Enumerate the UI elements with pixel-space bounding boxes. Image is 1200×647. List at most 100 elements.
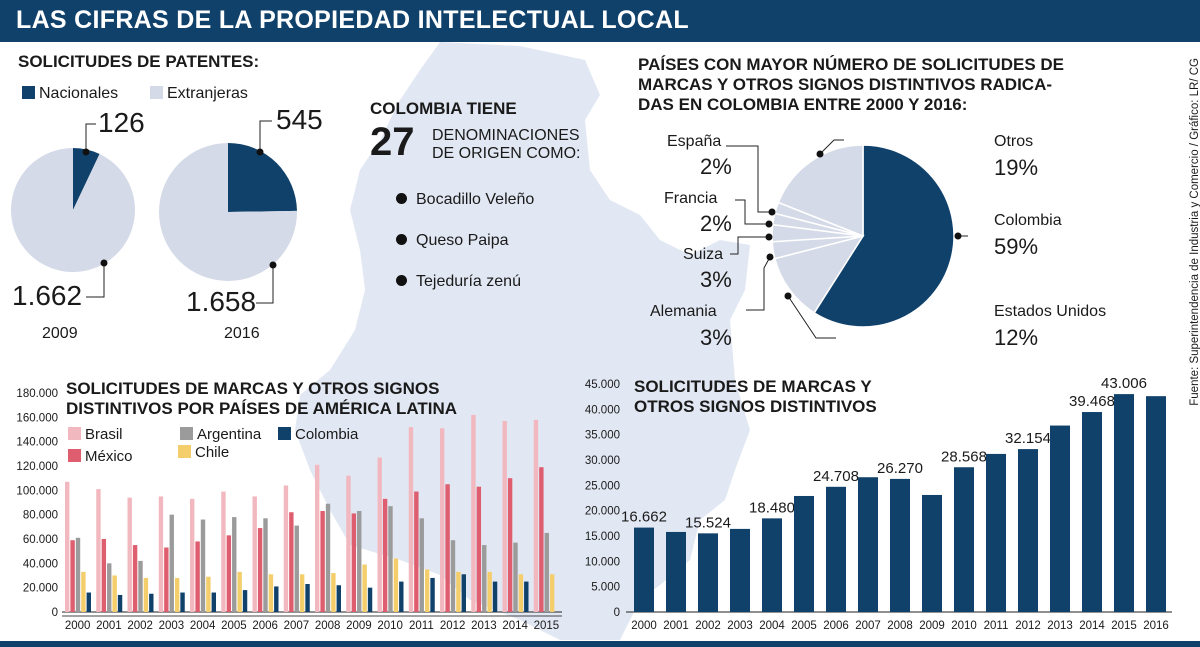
dot-2009-extranjeras — [100, 259, 108, 267]
bar-2016 — [1146, 396, 1166, 612]
bar-argentina — [232, 517, 237, 612]
x-tick-label: 2009 — [919, 620, 945, 632]
dot-francia — [765, 220, 773, 228]
leader-alemania — [746, 256, 771, 311]
pie-slice-nacionales — [228, 143, 297, 212]
latam-legend-chile: Chile — [178, 444, 229, 461]
bar-argentina — [544, 532, 549, 612]
y-tick-label: 30.000 — [585, 455, 620, 467]
bar-brasil — [96, 489, 101, 612]
origen-number: 27 — [370, 120, 415, 164]
latam-legend-brasil: Brasil — [68, 426, 123, 443]
y-tick-label: 0 — [614, 607, 620, 619]
pie-slice-otros — [777, 144, 864, 238]
bar-2007 — [858, 477, 878, 612]
paises-pct-suiza: 3% — [700, 267, 732, 292]
bar-méxico — [445, 484, 450, 612]
bar-2002 — [698, 533, 718, 612]
data-label: 18.480 — [749, 499, 795, 516]
bar-chile — [299, 574, 305, 612]
paises-pct-francia: 2% — [700, 211, 732, 236]
paises-label-colombia: Colombia — [994, 212, 1062, 229]
dot-suiza — [765, 233, 773, 241]
x-tick-label: 2006 — [823, 620, 849, 632]
bar-méxico — [351, 513, 357, 612]
y-tick-label: 100.000 — [16, 485, 58, 497]
x-tick-label: 2000 — [631, 620, 657, 632]
x-tick-label: 2002 — [695, 620, 721, 632]
origen-text-1: DENOMINACIONES — [432, 127, 580, 144]
legend-label: México — [85, 448, 133, 465]
x-tick-label: 2007 — [855, 620, 881, 632]
bar-argentina — [294, 525, 299, 612]
bar-chile — [268, 574, 274, 612]
bar-méxico — [164, 547, 169, 612]
bar-brasil — [252, 496, 257, 612]
bar-brasil — [221, 491, 226, 612]
y-tick-label: 60.000 — [23, 534, 58, 546]
pie-slice-extranjeras — [159, 143, 297, 281]
bar-colombia — [180, 592, 185, 612]
legend-swatch-extranjeras — [150, 86, 163, 99]
bar-2012 — [1018, 449, 1038, 612]
year-2009: 2009 — [42, 325, 78, 342]
bar-argentina — [357, 511, 362, 612]
bar-colombia — [461, 574, 466, 612]
legend-label: Brasil — [85, 426, 123, 443]
bar-2006 — [826, 486, 846, 612]
bar-2001 — [666, 531, 686, 612]
patentes-title: SOLICITUDES DE PATENTES: — [18, 52, 260, 71]
data-label: 32.154 — [1005, 430, 1051, 447]
bar-2011 — [986, 453, 1006, 612]
paises-label-estados-unidos: Estados Unidos — [994, 303, 1107, 320]
value-2016-nacionales: 545 — [276, 104, 323, 135]
dot-2016-nacionales — [256, 148, 264, 156]
bar-brasil — [377, 457, 382, 612]
paises-title-1: PAÍSES CON MAYOR NÚMERO DE SOLICITUDES D… — [638, 55, 1064, 74]
dot-otros — [816, 150, 824, 158]
bar-colombia — [524, 581, 529, 612]
bar-chile — [112, 575, 117, 612]
bar-colombia — [430, 577, 435, 612]
bar-méxico — [101, 539, 107, 612]
paises-pct-colombia: 59% — [994, 234, 1039, 259]
bar-méxico — [289, 512, 294, 612]
bar-chile — [237, 571, 242, 612]
leader-2009-nacionales — [85, 123, 96, 152]
bar-chile — [487, 571, 492, 612]
origen-item-3: Tejeduría zenú — [396, 273, 521, 291]
bar-méxico — [70, 540, 75, 612]
y-tick-label: 140.000 — [16, 437, 58, 449]
pie-slice-colombia — [813, 144, 955, 328]
legend-label-nacionales: Nacionales — [39, 85, 119, 102]
data-label: 43.006 — [1101, 375, 1147, 392]
legend-swatch-colombia — [278, 427, 291, 440]
bar-argentina — [138, 560, 143, 612]
data-label: 39.468 — [1069, 393, 1115, 410]
bar-colombia — [336, 585, 341, 612]
x-tick-label: 2001 — [96, 620, 122, 632]
bar-chile — [518, 574, 524, 612]
y-tick-label: 40.000 — [585, 404, 620, 416]
bar-argentina — [388, 506, 393, 612]
legend-swatch-chile — [178, 445, 191, 458]
bar-méxico — [476, 486, 482, 612]
bar-2010 — [954, 467, 974, 612]
data-label: 15.524 — [685, 514, 731, 531]
x-tick-label: 2010 — [377, 620, 403, 632]
x-tick-label: 2009 — [346, 620, 372, 632]
x-tick-label: 2011 — [409, 620, 434, 632]
origen-item-label: Bocadillo Veleño — [416, 191, 535, 208]
origen-heading: COLOMBIA TIENE — [370, 99, 517, 118]
paises-title-2: MARCAS Y OTROS SIGNOS DISTINTIVOS RADICA… — [638, 75, 1053, 94]
bar-méxico — [132, 545, 138, 612]
legend-label: Colombia — [295, 426, 359, 443]
x-tick-label: 2010 — [951, 620, 977, 632]
origen-item-1: Bocadillo Veleño — [396, 191, 534, 209]
bar-colombia — [117, 594, 123, 612]
x-tick-label: 2006 — [252, 620, 278, 632]
patentes-legend-nacionales: Nacionales — [22, 85, 118, 103]
bar-colombia — [242, 590, 248, 612]
bar-2009 — [922, 494, 942, 612]
y-tick-label: 45.000 — [585, 379, 620, 391]
